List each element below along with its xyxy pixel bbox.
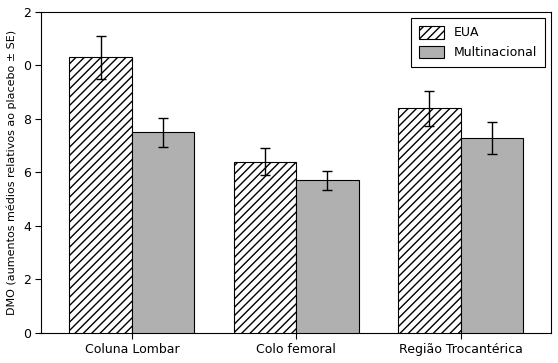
Bar: [132, 132, 194, 333]
Bar: [461, 138, 523, 333]
Legend: EUA, Multinacional: EUA, Multinacional: [411, 18, 545, 67]
Bar: [398, 108, 461, 333]
Y-axis label: DMO (aumentos médios relativos ao placebo ± SE): DMO (aumentos médios relativos ao placeb…: [7, 30, 17, 315]
Bar: [296, 180, 359, 333]
Bar: [234, 162, 296, 333]
Bar: [69, 57, 132, 333]
